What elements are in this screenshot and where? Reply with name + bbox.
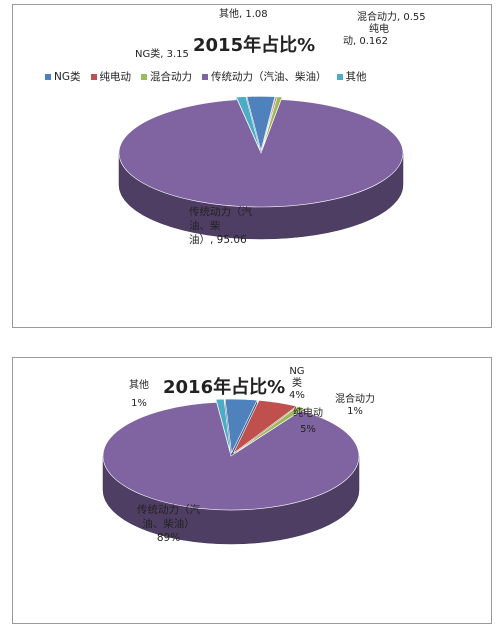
legend-label-traditional: 传统动力（汽油、柴油） (211, 69, 327, 84)
legend-item-other: 其他 (337, 69, 367, 84)
data-label-2016-traditional-line3: 89% (137, 531, 200, 545)
data-label-2015-ev: 纯电 动, 0.162 (343, 24, 389, 48)
data-label-2015-other: 其他, 1.08 (219, 9, 268, 21)
data-label-2016-ng-line3: 4% (289, 390, 305, 402)
data-label-2016-traditional-line1: 传统动力（汽 (137, 503, 200, 517)
data-label-2016-ng-line1: NG (289, 366, 305, 378)
legend-label-hybrid: 混合动力 (150, 69, 192, 84)
legend-2015: NG类 纯电动 混合动力 传统动力（汽油、柴油） 其他 (45, 69, 367, 84)
data-label-2016-other-line1: 其他 (129, 380, 149, 392)
legend-swatch-hybrid (141, 74, 147, 80)
data-label-2015-ng: NG类, 3.15 (135, 49, 189, 61)
legend-item-ev: 纯电动 (91, 69, 132, 84)
data-label-2016-hybrid: 混合动力 1% (335, 394, 375, 418)
chart-2016: 2016年占比% 其他 1% NG 类 4% 混合动力 1% 纯电动 5% 传统… (12, 357, 492, 624)
legend-swatch-ev (91, 74, 97, 80)
chart-title-2016: 2016年占比% (163, 373, 285, 399)
data-label-2016-ev-line2: 5% (293, 424, 323, 436)
legend-item-hybrid: 混合动力 (141, 69, 192, 84)
legend-swatch-other (337, 74, 343, 80)
data-label-2015-ev-line1: 纯电 (343, 24, 389, 36)
chart-2015: 2015年占比% NG类 纯电动 混合动力 传统动力（汽油、柴油） 其他 其他,… (12, 4, 492, 328)
data-label-2016-ev-line1: 纯电动 (293, 408, 323, 420)
legend-swatch-ng (45, 74, 51, 80)
data-label-2016-traditional: 传统动力（汽 油、柴油） 89% (137, 503, 200, 545)
data-label-2015-traditional: 传统动力（汽 油、柴 油）, 95.06 (189, 205, 252, 247)
data-label-2016-hybrid-line1: 混合动力 (335, 394, 375, 406)
data-label-2016-ng: NG 类 4% (289, 366, 305, 402)
legend-label-ev: 纯电动 (100, 69, 132, 84)
data-label-2016-ng-line2: 类 (289, 378, 305, 390)
data-label-2016-other: 其他 1% (129, 380, 149, 410)
legend-item-traditional: 传统动力（汽油、柴油） (202, 69, 327, 84)
data-label-2015-traditional-line3: 油）, 95.06 (189, 233, 252, 247)
data-label-2015-hybrid: 混合动力, 0.55 (357, 12, 426, 24)
data-label-2016-traditional-line2: 油、柴油） (137, 517, 200, 531)
legend-item-ng: NG类 (45, 69, 81, 84)
legend-label-other: 其他 (346, 69, 367, 84)
data-label-2015-ev-line2: 动, 0.162 (343, 36, 389, 48)
legend-label-ng: NG类 (54, 69, 81, 84)
legend-swatch-traditional (202, 74, 208, 80)
data-label-2016-other-line2: 1% (129, 398, 149, 410)
data-label-2016-ev: 纯电动 5% (293, 408, 323, 436)
chart-title-2015: 2015年占比% (193, 31, 315, 57)
data-label-2015-traditional-line2: 油、柴 (189, 219, 252, 233)
data-label-2016-hybrid-line2: 1% (335, 406, 375, 418)
data-label-2015-traditional-line1: 传统动力（汽 (189, 205, 252, 219)
